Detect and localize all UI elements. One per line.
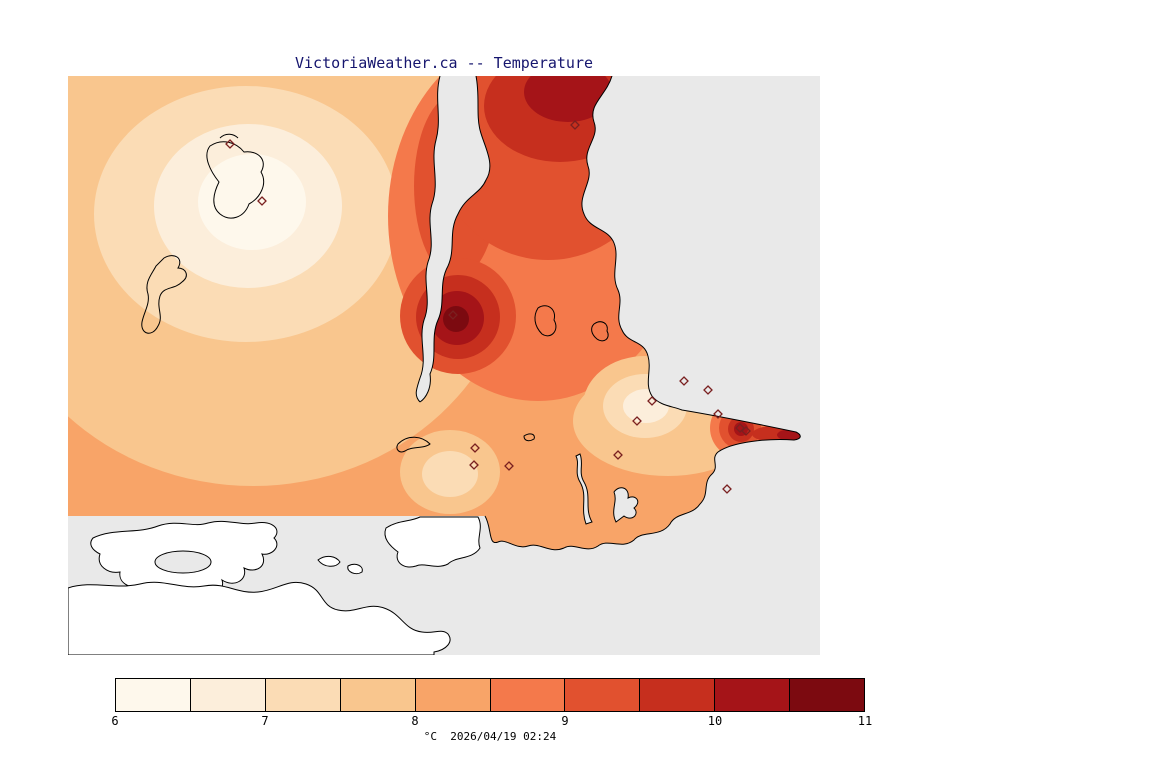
station-marker — [741, 426, 751, 436]
colorbar-segment — [265, 679, 341, 711]
colorbar-caption: °C 2026/04/19 02:24 — [115, 730, 865, 743]
no-data-island — [347, 563, 363, 575]
station-marker — [448, 310, 458, 320]
station-marker — [469, 460, 479, 470]
islet-outline — [219, 133, 239, 139]
plot-title: VictoriaWeather.ca -- Temperature — [294, 54, 593, 72]
colorbar-segment — [790, 679, 865, 711]
station-marker — [735, 423, 745, 433]
station-marker — [703, 385, 713, 395]
caption-spacer — [437, 730, 450, 743]
station-marker — [570, 120, 580, 130]
warm-spot-center — [734, 422, 748, 436]
station-marker — [632, 416, 642, 426]
no-data-land — [67, 581, 451, 656]
colorbar-segments — [115, 678, 865, 712]
colorbar: 6 7 8 9 10 11 °C 2026/04/19 02:24 — [111, 678, 872, 743]
station-markers — [225, 120, 751, 494]
lake-in-island — [154, 550, 212, 574]
colorbar-segment — [715, 679, 791, 711]
warm-core-center — [443, 306, 469, 332]
no-data-island — [317, 555, 341, 567]
map-canvas — [67, 75, 820, 656]
unit-label: °C — [423, 730, 438, 743]
island-outline — [141, 255, 187, 334]
coastline-outer — [484, 75, 801, 551]
colorbar-segment — [190, 679, 266, 711]
colorbar-tick-label: 7 — [261, 714, 269, 728]
colorbar-segment — [640, 679, 716, 711]
coastline-strait-east — [419, 75, 491, 403]
station-marker — [713, 409, 723, 419]
no-data-land — [384, 516, 481, 568]
colorbar-tick-label: 10 — [707, 714, 723, 728]
colorbar-segment — [415, 679, 491, 711]
lake-outline — [534, 305, 557, 337]
station-marker — [722, 484, 732, 494]
colorbar-ticks: 6 7 8 9 10 11 — [111, 712, 872, 728]
colorbar-segment — [116, 679, 191, 711]
colorbar-tick-label: 9 — [561, 714, 569, 728]
temperature-map — [67, 75, 820, 656]
harbour-inlet — [613, 487, 639, 523]
station-marker — [647, 396, 657, 406]
station-marker — [257, 196, 267, 206]
station-marker — [225, 139, 235, 149]
station-marker — [470, 443, 480, 453]
island-outline — [206, 141, 265, 219]
lake-outline — [591, 321, 609, 342]
colorbar-segment — [490, 679, 566, 711]
colorbar-tick-label: 6 — [111, 714, 119, 728]
station-marker — [504, 461, 514, 471]
timestamp: 2026/04/19 02:24 — [450, 730, 557, 743]
station-marker — [679, 376, 689, 386]
station-marker — [613, 450, 623, 460]
coastline-strait-west — [415, 75, 441, 403]
strait-water — [416, 76, 490, 402]
warm-core-north — [524, 76, 612, 122]
colorbar-segment — [565, 679, 641, 711]
colorbar-segment — [340, 679, 416, 711]
harbour-inlet — [575, 453, 593, 525]
colorbar-tick-label: 8 — [411, 714, 419, 728]
colorbar-tick-label: 11 — [857, 714, 873, 728]
island-outline — [396, 436, 431, 453]
islet-outline — [523, 433, 535, 442]
cool-pocket-core — [422, 451, 478, 497]
